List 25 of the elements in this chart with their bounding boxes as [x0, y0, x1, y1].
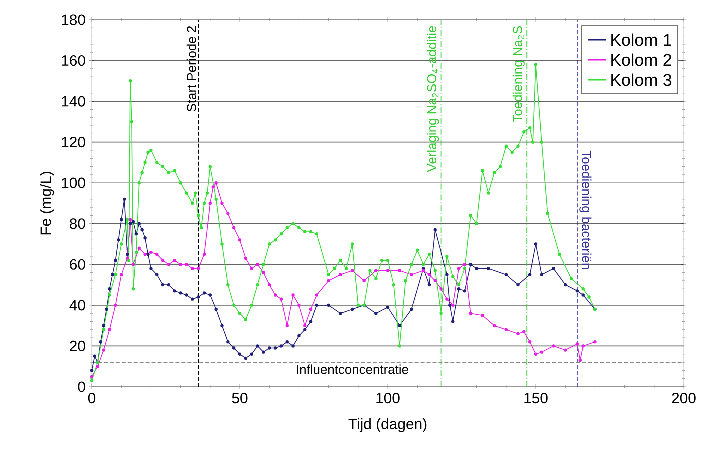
y-tick-label: 0 [78, 382, 86, 392]
y-tick-label: 20 [70, 340, 86, 352]
ref-line-label: Toediening Na$_{2}$S [512, 26, 525, 123]
x-tick-label: 0 [88, 392, 96, 404]
ref-line-label: Toediening bacteriën [580, 150, 592, 270]
ref-line-label: Influentconcentratie [297, 364, 408, 374]
x-axis-title: Tijd (dagen) [348, 418, 427, 432]
x-tick-label: 100 [376, 392, 400, 404]
y-tick-label: 80 [70, 218, 86, 230]
legend-label: Kolom 1 [612, 34, 672, 46]
y-tick-label: 100 [62, 178, 86, 188]
y-tick-label: 180 [62, 14, 86, 26]
x-tick-label: 50 [232, 392, 248, 404]
legend-label: Kolom 3 [612, 74, 672, 86]
ref-line-label: Verlaging Na$_{2}$SO$_{4}$-additie [427, 26, 440, 172]
legend-label: Kolom 2 [612, 54, 672, 66]
ref-line-label: Start Periode 2 [186, 26, 196, 112]
y-tick-label: 160 [62, 55, 86, 66]
x-tick-label: 200 [672, 392, 696, 404]
y-tick-label: 120 [62, 137, 86, 148]
y-tick-label: 140 [62, 96, 86, 107]
y-tick-label: 60 [70, 259, 86, 270]
x-tick-label: 150 [524, 392, 548, 404]
y-axis-title: Fe (mg/L) [40, 172, 54, 235]
y-tick-label: 40 [70, 300, 86, 311]
